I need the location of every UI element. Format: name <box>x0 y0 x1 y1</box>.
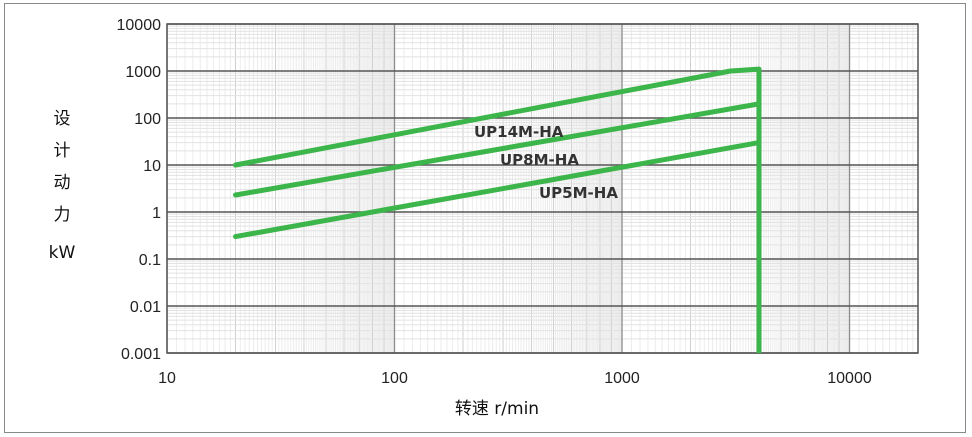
x-tick-label: 10 <box>158 370 176 387</box>
y-tick-label: 0.001 <box>121 346 161 363</box>
series-label-up8m: UP8M-HA <box>500 151 579 169</box>
series-line <box>233 101 762 198</box>
y-axis-label-char: 计 <box>54 141 71 161</box>
series-line <box>233 66 762 168</box>
y-tick-label: 100 <box>134 111 161 128</box>
series-line <box>233 140 762 240</box>
x-tick-label: 1000 <box>604 370 640 387</box>
y-tick-label: 0.1 <box>139 252 161 269</box>
plot-border <box>166 23 919 354</box>
series-label-up14m: UP14M-HA <box>474 123 564 141</box>
y-tick-label: 0.01 <box>130 299 161 316</box>
x-tick-label: 100 <box>381 370 408 387</box>
x-tick-labels: 10 100 1000 10000 <box>158 370 872 387</box>
chart-frame <box>4 3 966 433</box>
series-lines <box>233 66 762 240</box>
y-axis-label-unit: kW <box>49 243 76 263</box>
series-label-up5m: UP5M-HA <box>539 184 618 202</box>
x-tick-label: 10000 <box>827 370 872 387</box>
y-tick-label: 1000 <box>125 64 161 81</box>
y-tick-label: 10000 <box>117 17 162 34</box>
y-axis-label-char: 力 <box>54 205 71 225</box>
x-axis-label: 转速 r/min <box>455 399 539 419</box>
y-tick-label: 10 <box>143 158 161 175</box>
y-tick-label: 1 <box>152 205 161 222</box>
y-axis-label: 设 计 动 力 kW <box>49 109 76 263</box>
y-axis-label-char: 设 <box>54 109 71 129</box>
y-tick-labels: 10000 1000 100 10 1 0.1 0.01 0.001 <box>117 17 162 363</box>
y-axis-label-char: 动 <box>54 173 71 193</box>
plot-area <box>167 24 918 353</box>
